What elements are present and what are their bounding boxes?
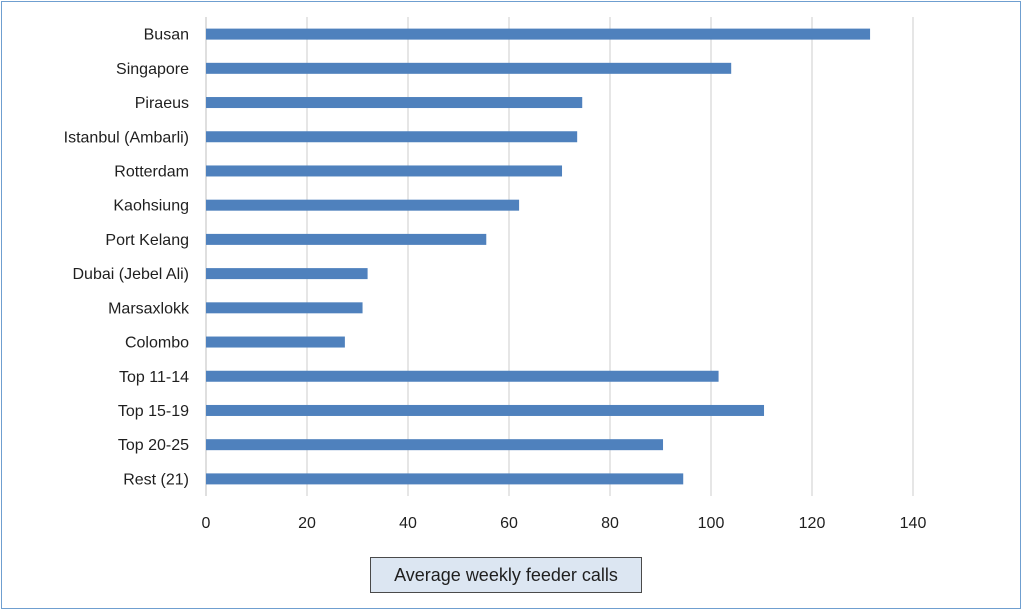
bar	[206, 439, 664, 451]
category-label: Busan	[144, 27, 189, 44]
x-tick-label: 140	[900, 515, 927, 532]
category-labels: Busan Singapore Piraeus Istanbul (Ambarli) R…	[64, 27, 190, 489]
bar	[206, 97, 583, 109]
bar	[206, 233, 487, 245]
bar	[206, 336, 345, 348]
bar	[206, 268, 368, 280]
category-label: Top 11-14	[119, 369, 189, 386]
category-label: Singapore	[116, 61, 189, 78]
bar	[206, 404, 765, 416]
bars	[206, 28, 871, 485]
bar	[206, 165, 563, 177]
x-axis-label: Average weekly feeder calls	[370, 557, 642, 593]
category-label: Istanbul (Ambarli)	[64, 129, 189, 146]
x-tick-label: 60	[500, 515, 518, 532]
x-tick-labels: 0 20 40 60 80 100 120 140	[202, 515, 927, 532]
x-tick-label: 100	[698, 515, 725, 532]
x-tick-label: 80	[601, 515, 619, 532]
category-label: Colombo	[125, 335, 189, 352]
bar	[206, 473, 684, 485]
category-label: Piraeus	[135, 95, 189, 112]
bar	[206, 62, 732, 74]
bar	[206, 131, 578, 143]
x-tick-label: 0	[202, 515, 211, 532]
category-label: Rotterdam	[114, 163, 189, 180]
x-tick-label: 40	[399, 515, 417, 532]
category-label: Port Kelang	[105, 232, 189, 249]
category-label: Top 15-19	[118, 403, 189, 420]
bar	[206, 370, 719, 382]
gridlines	[205, 17, 914, 496]
category-label: Dubai (Jebel Ali)	[73, 266, 190, 283]
bar	[206, 302, 363, 314]
category-label: Marsaxlokk	[108, 300, 190, 317]
x-tick-label: 20	[298, 515, 316, 532]
bar	[206, 28, 871, 40]
x-tick-label: 120	[799, 515, 826, 532]
category-label: Rest (21)	[123, 471, 189, 488]
category-label: Kaohsiung	[113, 198, 189, 215]
bar	[206, 199, 520, 211]
category-label: Top 20-25	[118, 437, 189, 454]
